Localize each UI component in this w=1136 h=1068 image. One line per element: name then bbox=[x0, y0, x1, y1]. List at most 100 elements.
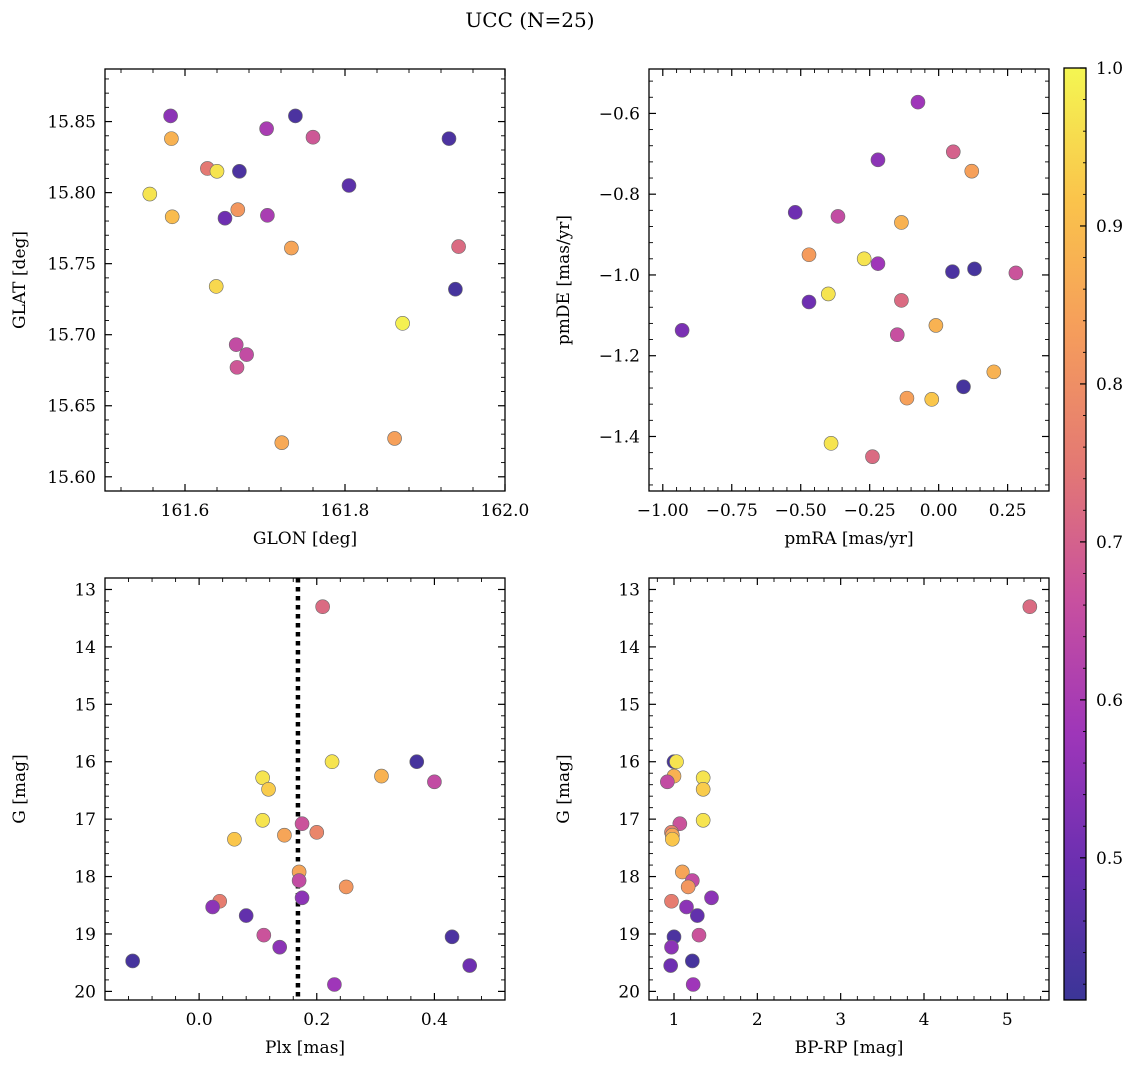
y-tick-label: 15.75 bbox=[47, 255, 96, 275]
data-point bbox=[387, 431, 402, 446]
y-tick-label: 15.65 bbox=[47, 397, 96, 417]
data-point bbox=[259, 121, 274, 136]
data-point bbox=[208, 279, 224, 294]
y-tick-label: 14 bbox=[618, 638, 640, 658]
x-tick-label: 2 bbox=[752, 1010, 763, 1030]
data-point bbox=[125, 953, 140, 969]
y-tick-label: 15 bbox=[74, 695, 96, 715]
y-tick-label: 15.60 bbox=[47, 468, 96, 488]
data-point bbox=[821, 286, 836, 302]
data-point bbox=[294, 816, 310, 832]
data-point bbox=[374, 768, 389, 784]
data-point bbox=[685, 977, 701, 992]
data-point bbox=[217, 210, 233, 226]
data-point bbox=[674, 322, 690, 338]
data-point bbox=[691, 927, 707, 943]
data-point bbox=[986, 364, 1002, 380]
data-point bbox=[669, 754, 684, 770]
data-point bbox=[870, 256, 886, 271]
y-tick-label: −1.4 bbox=[599, 427, 640, 447]
y-axis-label: pmDE [mas/yr] bbox=[554, 215, 574, 345]
colorbar-frame bbox=[1063, 67, 1087, 1001]
axes-frame bbox=[104, 577, 506, 1001]
colorbar-tick-label: 0.7 bbox=[1096, 533, 1123, 553]
data-point bbox=[256, 927, 272, 943]
data-point bbox=[451, 239, 466, 254]
data-point bbox=[856, 251, 872, 267]
data-point bbox=[685, 953, 700, 969]
x-tick-label: 161.8 bbox=[321, 501, 370, 521]
data-point bbox=[665, 831, 680, 847]
y-tick-label: 18 bbox=[74, 868, 96, 888]
data-point bbox=[272, 939, 288, 955]
x-axis-label: Plx [mas] bbox=[265, 1038, 345, 1058]
y-axis-label: GLAT [deg] bbox=[10, 231, 30, 329]
data-point bbox=[395, 316, 410, 331]
data-point bbox=[324, 754, 340, 770]
axes-frame bbox=[104, 68, 506, 492]
x-tick-label: 3 bbox=[835, 1010, 846, 1030]
data-point bbox=[675, 864, 690, 880]
panel-color-magnitude: 1 2 3 4 5 13 14 15 16 17 18 19 20 BP-RP [mag] G [mag] bbox=[554, 577, 1050, 1058]
data-point bbox=[441, 131, 457, 146]
data-point bbox=[801, 294, 817, 310]
data-point bbox=[945, 144, 961, 160]
figure-title: UCC (N=25) bbox=[465, 8, 594, 32]
data-point bbox=[291, 873, 307, 888]
x-tick-label: −0.25 bbox=[844, 501, 896, 521]
x-tick-label: 0.0 bbox=[186, 1010, 213, 1030]
y-tick-label: 19 bbox=[618, 925, 640, 945]
data-point bbox=[305, 129, 321, 145]
colorbar-tick-label: 0.9 bbox=[1096, 217, 1123, 237]
data-point bbox=[448, 281, 463, 297]
data-point bbox=[230, 202, 246, 217]
data-point bbox=[945, 264, 960, 280]
y-axis-label: G [mag] bbox=[554, 754, 574, 823]
panel-position: 161.6 161.8 162.0 15.60 15.65 15.70 15.75 15.80… bbox=[10, 68, 530, 549]
data-point bbox=[660, 774, 675, 790]
y-tick-label: 18 bbox=[618, 868, 640, 888]
data-point bbox=[664, 893, 679, 909]
data-point bbox=[277, 827, 292, 843]
y-tick-label: 15.80 bbox=[47, 184, 96, 204]
data-point bbox=[830, 209, 846, 224]
data-point bbox=[695, 781, 711, 797]
data-point bbox=[238, 908, 254, 923]
x-axis-label: pmRA [mas/yr] bbox=[784, 529, 913, 549]
data-point bbox=[255, 770, 270, 786]
data-point bbox=[928, 318, 944, 333]
x-tick-label: −1.00 bbox=[637, 501, 689, 521]
data-point bbox=[341, 178, 357, 193]
y-tick-label: 16 bbox=[618, 753, 640, 773]
data-point bbox=[899, 390, 915, 406]
colorbar-tick-label: 0.5 bbox=[1096, 849, 1123, 869]
data-point bbox=[444, 929, 460, 945]
data-point bbox=[232, 164, 247, 179]
data-point bbox=[261, 781, 276, 797]
data-point bbox=[309, 825, 325, 840]
x-tick-label: 162.0 bbox=[481, 501, 530, 521]
x-tick-label: −0.50 bbox=[775, 501, 827, 521]
data-point bbox=[910, 94, 926, 110]
x-tick-label: −0.75 bbox=[706, 501, 758, 521]
data-point bbox=[787, 205, 803, 220]
data-point bbox=[228, 337, 244, 352]
x-tick-label: 5 bbox=[1002, 1010, 1013, 1030]
x-tick-label: 4 bbox=[919, 1010, 930, 1030]
data-point bbox=[274, 435, 290, 450]
data-point bbox=[679, 899, 694, 915]
y-tick-label: 16 bbox=[74, 753, 96, 773]
x-tick-label: 0.4 bbox=[421, 1010, 448, 1030]
x-tick-label: 1 bbox=[669, 1010, 680, 1030]
colorbar: 0.5 0.6 0.7 0.8 0.9 1.0 bbox=[1063, 59, 1123, 1001]
y-tick-label: 15 bbox=[618, 695, 640, 715]
axes-frame bbox=[648, 577, 1050, 1001]
panel-proper-motion: −1.00 −0.75 −0.50 −0.25 0.00 0.25 −1.4 −1.2 −1.0… bbox=[554, 68, 1050, 549]
data-point bbox=[865, 449, 880, 464]
x-tick-label: 0.2 bbox=[303, 1010, 330, 1030]
data-point bbox=[894, 293, 909, 308]
data-point bbox=[284, 240, 299, 256]
data-point bbox=[260, 208, 275, 223]
y-tick-label: 13 bbox=[74, 580, 96, 600]
data-point bbox=[338, 879, 354, 895]
